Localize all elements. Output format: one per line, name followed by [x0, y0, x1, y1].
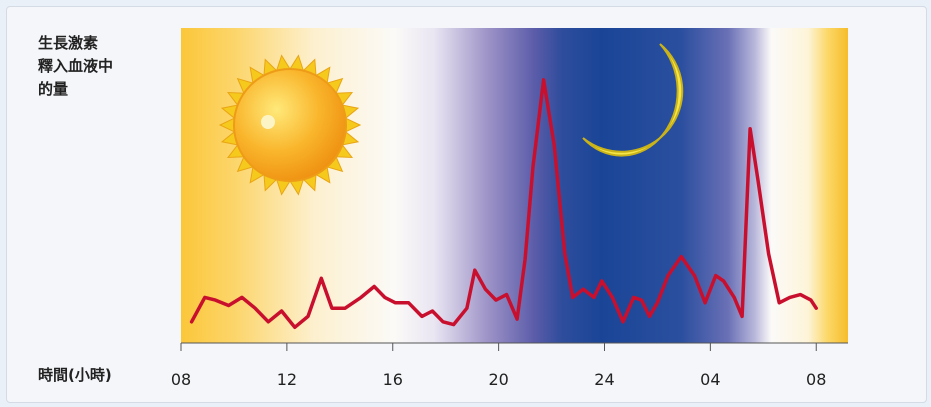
y-axis-label-line-2: 釋入血液中 [38, 57, 114, 75]
y-axis-label: 生長激素 釋入血液中 的量 [38, 32, 178, 101]
y-axis-label-line-3: 的量 [38, 80, 69, 98]
x-tick-label: 20 [488, 370, 508, 389]
x-axis-label: 時間(小時) [38, 366, 112, 384]
x-tick-label: 04 [700, 370, 720, 389]
sun-icon [218, 54, 362, 196]
x-tick-label: 24 [594, 370, 614, 389]
x-axis-ticks: 08 12 16 20 24 04 08 [171, 343, 826, 389]
moon-icon [582, 43, 684, 157]
x-tick-label: 08 [171, 370, 191, 389]
x-tick-label: 12 [277, 370, 297, 389]
x-tick-label: 08 [806, 370, 826, 389]
growth-hormone-line [189, 78, 818, 330]
y-axis-label-line-1: 生長激素 [38, 34, 99, 52]
x-tick-label: 16 [383, 370, 403, 389]
